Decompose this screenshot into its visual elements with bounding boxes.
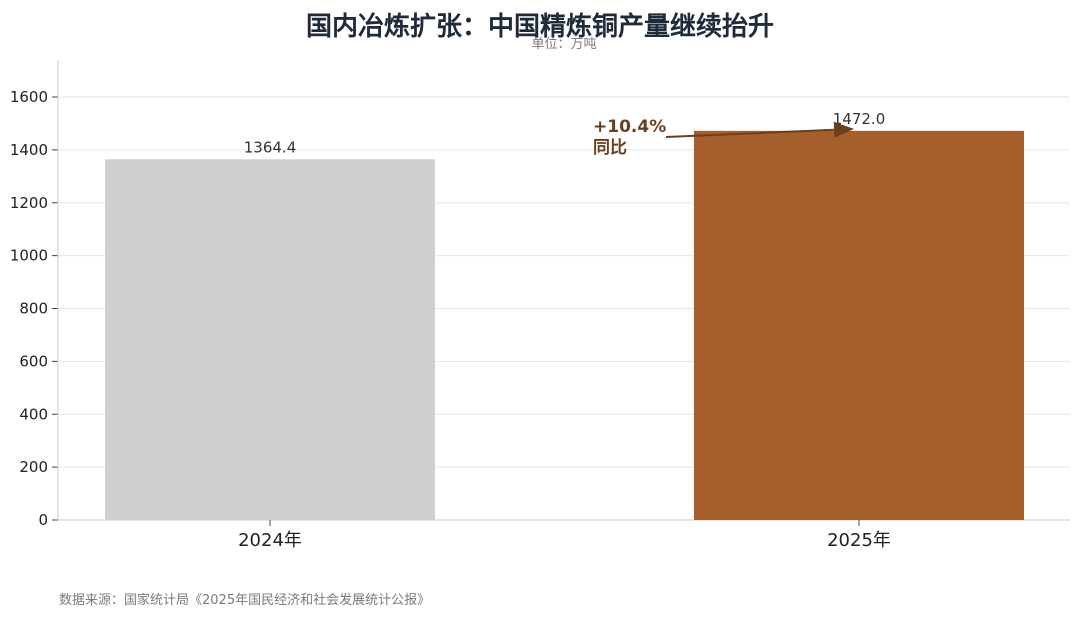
bar-value-label: 1364.4 [244,138,297,156]
y-tick-label: 400 [19,405,48,423]
y-tick-label: 600 [19,352,48,370]
chart-title: 国内冶炼扩张：中国精炼铜产量继续抬升 [305,12,774,42]
y-tick-label: 800 [19,300,48,318]
y-tick-label: 1200 [10,194,48,212]
y-tick-label: 1000 [10,247,48,265]
y-tick-label: 200 [19,458,48,476]
annotation-arrow [665,121,854,138]
bar-value-label: 1472.0 [833,110,886,128]
annotation-label-yoy: 同比 [593,137,627,158]
bar [105,159,435,520]
y-tick-label: 1600 [10,88,48,106]
y-tick-label: 1400 [10,141,48,159]
annotation-label-change: +10.4% [593,117,666,137]
x-tick-label: 2025年 [827,530,891,551]
source-note: 数据来源：国家统计局《2025年国民经济和社会发展统计公报》 [59,593,431,608]
chart-subtitle: 单位：万吨 [531,37,597,52]
y-tick-label: 0 [38,511,48,529]
bar [694,130,1024,520]
x-tick-label: 2024年 [238,530,302,551]
